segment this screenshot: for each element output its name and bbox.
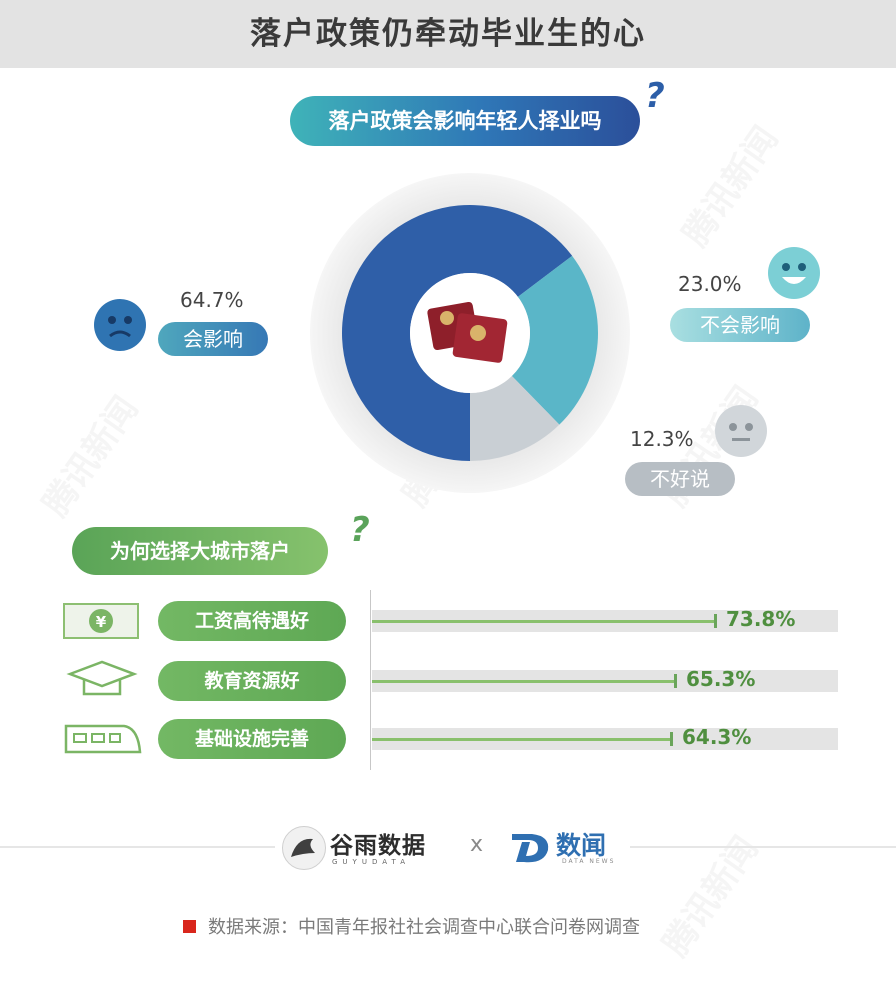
bar-infrastructure bbox=[372, 738, 672, 741]
question-mark-icon: ? bbox=[350, 510, 370, 550]
question-pill-influence: 落户政策会影响年轻人择业吗 bbox=[290, 96, 640, 146]
pct-label-no-influence: 23.0% bbox=[678, 272, 742, 296]
happy-face-icon bbox=[768, 247, 820, 299]
category-tag-influence: 会影响 bbox=[158, 322, 268, 356]
collab-x: x bbox=[470, 832, 484, 857]
reason-label-infrastructure: 基础设施完善 bbox=[158, 719, 346, 759]
pct-label-unsure: 12.3% bbox=[630, 427, 694, 451]
bar-value-infrastructure: 64.3% bbox=[682, 725, 752, 749]
donut-slice-unsure bbox=[470, 375, 560, 461]
logo-shuwen-subtitle: DATA NEWS bbox=[562, 858, 616, 865]
bar-education bbox=[372, 680, 676, 683]
logo-guyu-text: 谷雨数据 bbox=[330, 833, 426, 859]
shuwen-logo-icon bbox=[508, 828, 552, 866]
bar-axis-line bbox=[370, 590, 371, 770]
svg-text:¥: ¥ bbox=[96, 613, 107, 631]
reason-label-salary: 工资高待遇好 bbox=[158, 601, 346, 641]
bar-value-education: 65.3% bbox=[686, 667, 756, 691]
bar-salary bbox=[372, 620, 716, 623]
data-source: 数据来源：中国青年报社社会调查中心联合问卷网调查 bbox=[208, 917, 640, 938]
train-icon bbox=[62, 718, 142, 758]
logo-shuwen-text: 数闻 bbox=[556, 831, 607, 860]
sad-face-icon bbox=[94, 299, 146, 351]
question-pill-reasons: 为何选择大城市落户 bbox=[72, 527, 328, 575]
category-tag-no-influence: 不会影响 bbox=[670, 308, 810, 342]
guyu-bird-logo-icon bbox=[282, 826, 326, 870]
footer-divider bbox=[630, 846, 896, 848]
bar-end-cap bbox=[714, 614, 717, 628]
footer-divider bbox=[0, 846, 275, 848]
page-title: 落户政策仍牵动毕业生的心 bbox=[250, 16, 646, 52]
hukou-booklet-icon bbox=[427, 301, 508, 363]
donut-slice-no-influence bbox=[511, 255, 598, 425]
pct-label-influence: 64.7% bbox=[180, 288, 244, 312]
source-marker-icon bbox=[183, 920, 196, 933]
money-icon: ¥ bbox=[62, 600, 142, 640]
neutral-face-icon bbox=[715, 405, 767, 457]
question-mark-icon: ? bbox=[645, 76, 665, 116]
category-tag-unsure: 不好说 bbox=[625, 462, 735, 496]
bar-end-cap bbox=[670, 732, 673, 746]
title-bar bbox=[0, 0, 896, 68]
bar-end-cap bbox=[674, 674, 677, 688]
bar-value-salary: 73.8% bbox=[726, 607, 796, 631]
graduation-cap-icon bbox=[62, 660, 142, 700]
logo-guyu-subtitle: GUYUDATA bbox=[332, 858, 410, 866]
donut-slice-influence bbox=[342, 204, 573, 461]
reason-label-education: 教育资源好 bbox=[158, 661, 346, 701]
